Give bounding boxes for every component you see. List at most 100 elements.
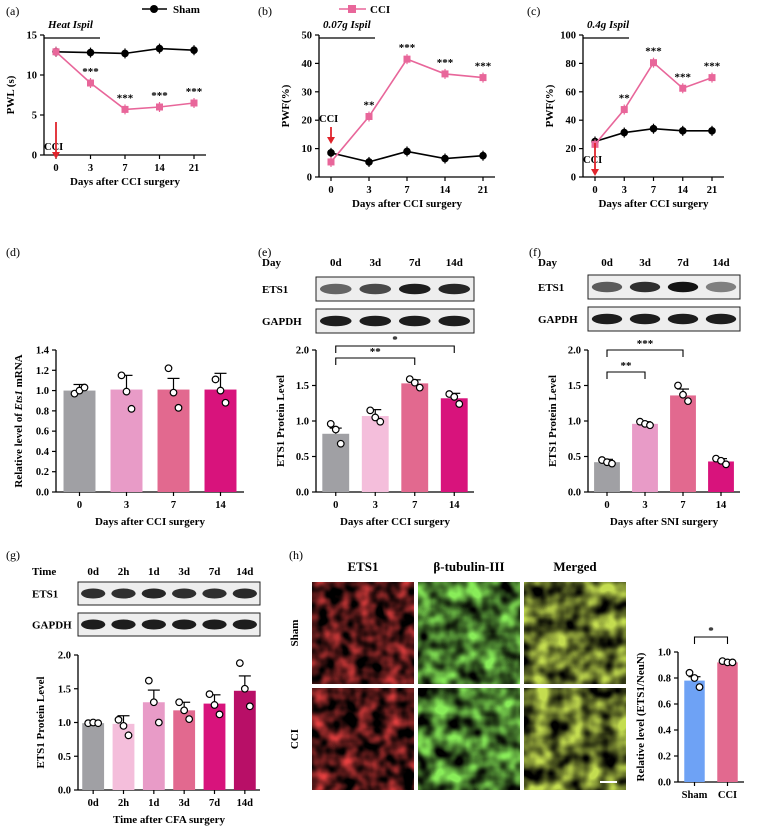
data-point [403,147,411,156]
arrow-label: CCI [319,114,338,125]
significance-bracket [335,357,416,365]
data-point [728,658,737,667]
x-tick-label: 3 [642,500,647,511]
bar [440,398,468,492]
blot-lane-label: 0d [601,257,613,269]
significance-marker: *** [437,57,454,69]
data-point [210,701,219,709]
significance-marker: *** [186,86,203,98]
bar [233,690,256,790]
x-axis-label: Days after CCI surgery [598,198,709,210]
data-point [646,421,654,430]
x-axis-label: Days after CCI surgery [70,176,181,188]
data-point [221,398,230,407]
x-axis-label: Days after CCI surgery [340,516,451,528]
y-tick-label: 0.6 [36,427,49,438]
panel-c: (c) 0 20 40 60 80 100 PWF(%) Days after CCI surg… [527,4,724,210]
blot-band [232,619,257,630]
blot-row-label: ETS1 [262,284,288,296]
blot-band [319,283,352,295]
data-point [326,419,335,428]
y-tick-label: 10 [302,144,313,155]
blot-band [141,619,166,630]
blot-lane-label: 7d [677,257,689,269]
bar [142,702,165,790]
data-point [144,676,153,685]
x-tick-label: 14 [449,500,460,511]
micrograph-image [524,582,626,684]
y-axis-label: Relative level of Ets1 mRNA [13,354,25,487]
data-point [327,149,335,157]
bar [361,416,389,492]
blot-lane-label: 3d [178,566,190,578]
blot-lane-label: 14d [446,257,463,269]
y-tick-label: 0.2 [36,467,49,478]
blot-band [232,588,257,599]
x-tick-label: 0 [328,185,333,196]
blot-band [591,313,623,325]
x-tick-label: 2h [118,798,129,809]
y-tick-label: 80 [566,59,577,70]
x-tick-label: 7 [122,163,127,174]
data-point [86,48,95,57]
bar [203,703,226,790]
y-tick-label: 40 [302,59,313,70]
x-tick-label: Sham [682,790,708,801]
significance-bracket [693,636,729,644]
y-tick-label: 0.0 [296,488,309,499]
blot-band [111,619,136,630]
blot-strip [77,612,261,637]
micrograph-image [418,582,520,684]
y-tick-label: 1.2 [36,366,49,377]
micrograph-column-label: β-tubulin-III [433,559,504,574]
bar [717,662,738,782]
panel-label: (c) [527,4,540,18]
x-tick-label: 14d [237,798,254,809]
micrograph-grid: ETS1 β-tubulin-III Merged Sham CCI [289,559,626,790]
data-point [94,719,103,728]
data-point [149,698,158,707]
legend: Sham CCI [142,4,390,16]
blot-band [398,283,431,295]
y-axis-label: ETS1 Protein Level [275,375,287,467]
blot-band [202,619,227,630]
y-tick-label: 100 [560,31,576,42]
blot-band [359,283,392,295]
western-blot-g: Time 0d 2h 1d 3d 7d 14d ETS1 GAPDH [32,566,261,637]
data-point [121,49,129,58]
bar [173,710,196,790]
data-point [52,48,60,56]
x-tick-label: 0 [333,500,338,511]
x-tick-label: 7d [209,798,220,809]
x-tick-label: 7 [412,500,417,511]
legend-label-sham: Sham [173,4,200,16]
data-point [410,378,419,387]
data-point [327,158,335,166]
data-point [117,371,126,380]
y-tick-label: 0 [571,173,576,184]
data-point [124,731,133,740]
micrograph-column-label: ETS1 [347,559,378,574]
data-point [211,375,220,384]
y-tick-label: 1.0 [658,648,671,659]
y-tick-label: 30 [302,87,313,98]
y-tick-label: 20 [302,116,313,127]
x-tick-label: 21 [189,163,200,174]
x-tick-label: 3 [88,163,93,174]
data-point [679,390,687,399]
data-point [216,386,225,395]
bar [82,723,105,790]
y-tick-label: 0.0 [36,488,49,499]
significance-marker: * [708,625,714,637]
blot-row-label: GAPDH [538,314,578,326]
x-tick-label: 14 [440,185,451,196]
data-point [608,459,616,468]
y-tick-label: 0 [307,173,312,184]
blot-band [81,588,106,599]
bar [110,389,143,492]
x-tick-label: 21 [478,185,489,196]
data-point [376,417,385,426]
data-point [240,684,249,693]
micrograph-image [312,688,414,790]
data-point [127,404,136,413]
